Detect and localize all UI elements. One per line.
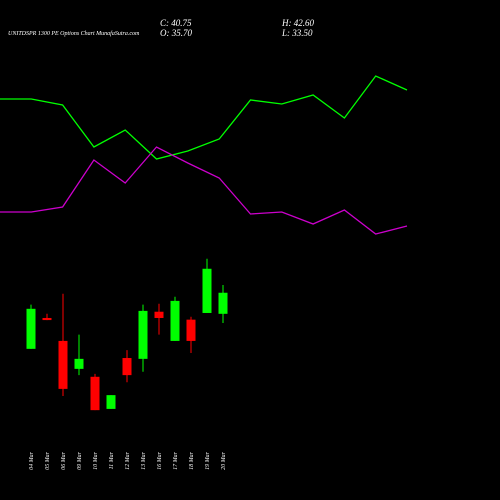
x-tick-label: 18 Mar: [189, 451, 195, 469]
line-series: [0, 146, 408, 235]
candle-body: [42, 317, 52, 321]
x-tick-label: 17 Mar: [173, 451, 179, 469]
high-text: H: 42.60: [281, 18, 314, 28]
open-text: O: 35.70: [160, 28, 192, 38]
candle-body: [58, 340, 68, 389]
candle-body: [74, 358, 84, 369]
line-series: [0, 75, 408, 160]
x-tick-label: 11 Mar: [109, 451, 115, 469]
candle-body: [26, 308, 36, 349]
candle-body: [106, 395, 116, 409]
x-tick-label: 09 Mar: [77, 451, 83, 469]
x-tick-label: 05 Mar: [45, 451, 51, 469]
low-text: L: 33.50: [281, 28, 313, 38]
chart-title: UNITDSPR 1300 PE Options Chart MunafaSut…: [8, 30, 140, 37]
x-tick-label: 20 Mar: [221, 451, 227, 469]
candle-body: [154, 311, 164, 318]
candle-body: [170, 300, 180, 341]
x-tick-label: 04 Mar: [28, 451, 35, 469]
x-tick-label: 10 Mar: [93, 451, 99, 469]
candle-body: [186, 319, 196, 341]
x-tick-label: 06 Mar: [61, 451, 67, 469]
candle-body: [90, 376, 100, 411]
close-text: C: 40.75: [160, 18, 192, 28]
x-tick-label: 19 Mar: [205, 451, 211, 469]
candle-body: [218, 292, 228, 314]
candle-body: [202, 268, 212, 313]
candle-body: [138, 310, 148, 359]
x-tick-label: 12 Mar: [125, 451, 131, 469]
candle-body: [122, 358, 132, 376]
x-tick-label: 13 Mar: [141, 451, 147, 469]
x-tick-label: 16 Mar: [157, 451, 163, 469]
